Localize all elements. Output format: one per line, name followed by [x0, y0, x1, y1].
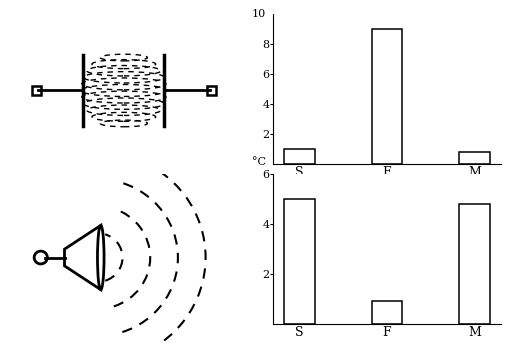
Bar [372, 301, 402, 324]
Bar [459, 204, 490, 324]
Text: °C: °C [252, 157, 266, 167]
Bar [284, 149, 315, 164]
Bar [284, 199, 315, 324]
Ellipse shape [98, 226, 104, 290]
Bar [32, 86, 41, 95]
Bar [459, 152, 490, 164]
Text: 10: 10 [251, 9, 266, 19]
Bar [372, 29, 402, 164]
Polygon shape [64, 226, 101, 290]
Bar [207, 86, 216, 95]
